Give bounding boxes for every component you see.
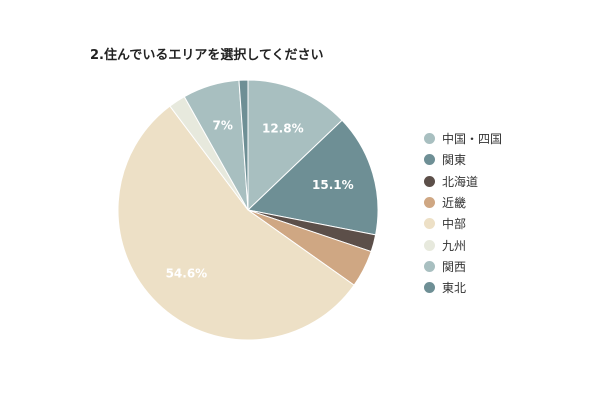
legend-item-4: 中部 — [424, 213, 502, 234]
pie-label-1: 15.1% — [312, 178, 354, 192]
pie-labels: 12.8% 15.1% 54.6% 7% — [166, 118, 354, 280]
legend-item-7: 東北 — [424, 277, 502, 298]
legend-item-3: 近畿 — [424, 192, 502, 213]
legend-item-6: 関西 — [424, 256, 502, 277]
pie-label-0: 12.8% — [262, 122, 304, 136]
pie-slice-7 — [238, 79, 249, 211]
legend-swatch — [424, 197, 435, 209]
pie-slices — [117, 79, 379, 341]
legend-item-0: 中国・四国 — [424, 128, 502, 149]
legend-swatch — [424, 218, 435, 230]
legend-swatch — [424, 154, 435, 166]
pie-label-4: 54.6% — [166, 266, 208, 280]
legend-label: 中部 — [442, 217, 467, 232]
legend-label: 九州 — [442, 238, 467, 253]
pie-label-6: 7% — [212, 118, 232, 132]
pie-slice-1 — [246, 119, 379, 236]
pie-slice-4 — [117, 105, 355, 341]
legend-swatch — [424, 260, 435, 272]
legend-item-5: 九州 — [424, 234, 502, 255]
legend: 中国・四国関東北海道近畿中部九州関西東北 — [424, 128, 502, 298]
chart-title: 2.住んでいるエリアを選択してください — [90, 48, 324, 63]
legend-label: 関西 — [442, 259, 467, 274]
legend-item-2: 北海道 — [424, 171, 502, 192]
pie-slice-0 — [247, 79, 343, 212]
legend-label: 中国・四国 — [442, 132, 503, 147]
legend-swatch — [424, 133, 435, 145]
legend-swatch — [424, 282, 435, 294]
legend-label: 関東 — [442, 153, 467, 168]
legend-swatch — [424, 239, 435, 251]
legend-item-1: 関東 — [424, 149, 502, 170]
legend-swatch — [424, 175, 435, 187]
legend-label: 北海道 — [442, 174, 479, 189]
legend-label: 近畿 — [442, 196, 467, 211]
legend-label: 東北 — [442, 281, 467, 296]
